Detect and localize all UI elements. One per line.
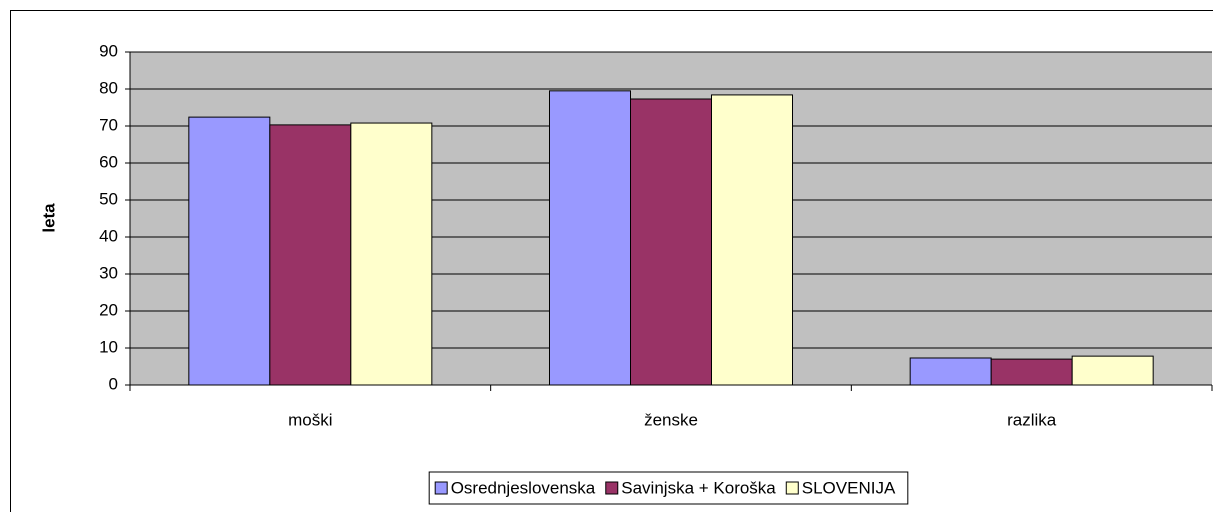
bar [711, 94, 793, 386]
bar [909, 357, 992, 386]
legend-swatch [785, 481, 799, 495]
bar [188, 116, 271, 386]
bar [630, 98, 712, 386]
y-tick-label: 60 [99, 152, 118, 171]
y-tick-label: 50 [99, 189, 118, 208]
x-tick-label: razlika [1007, 410, 1057, 429]
bar [1071, 355, 1154, 386]
x-tick-label: moški [288, 410, 332, 429]
y-tick-label: 40 [99, 226, 118, 245]
legend [428, 471, 909, 505]
x-tick-label: ženske [644, 410, 698, 429]
bar [350, 122, 433, 386]
legend-label: Savinjska + Koroška [621, 478, 776, 497]
bar [269, 124, 352, 386]
y-tick-label: 0 [109, 374, 118, 393]
legend-swatch [434, 481, 448, 495]
legend-swatch [605, 481, 619, 495]
y-axis-label: leta [39, 203, 58, 233]
y-tick-label: 90 [99, 41, 118, 60]
y-tick-label: 10 [99, 337, 118, 356]
y-tick-label: 80 [99, 78, 118, 97]
y-tick-label: 70 [99, 115, 118, 134]
legend-label: Osrednjeslovenska [451, 478, 596, 497]
y-tick-label: 30 [99, 263, 118, 282]
legend-label: SLOVENIJA [802, 478, 896, 497]
bar [549, 90, 631, 386]
bar [990, 358, 1073, 386]
y-tick-label: 20 [99, 300, 118, 319]
